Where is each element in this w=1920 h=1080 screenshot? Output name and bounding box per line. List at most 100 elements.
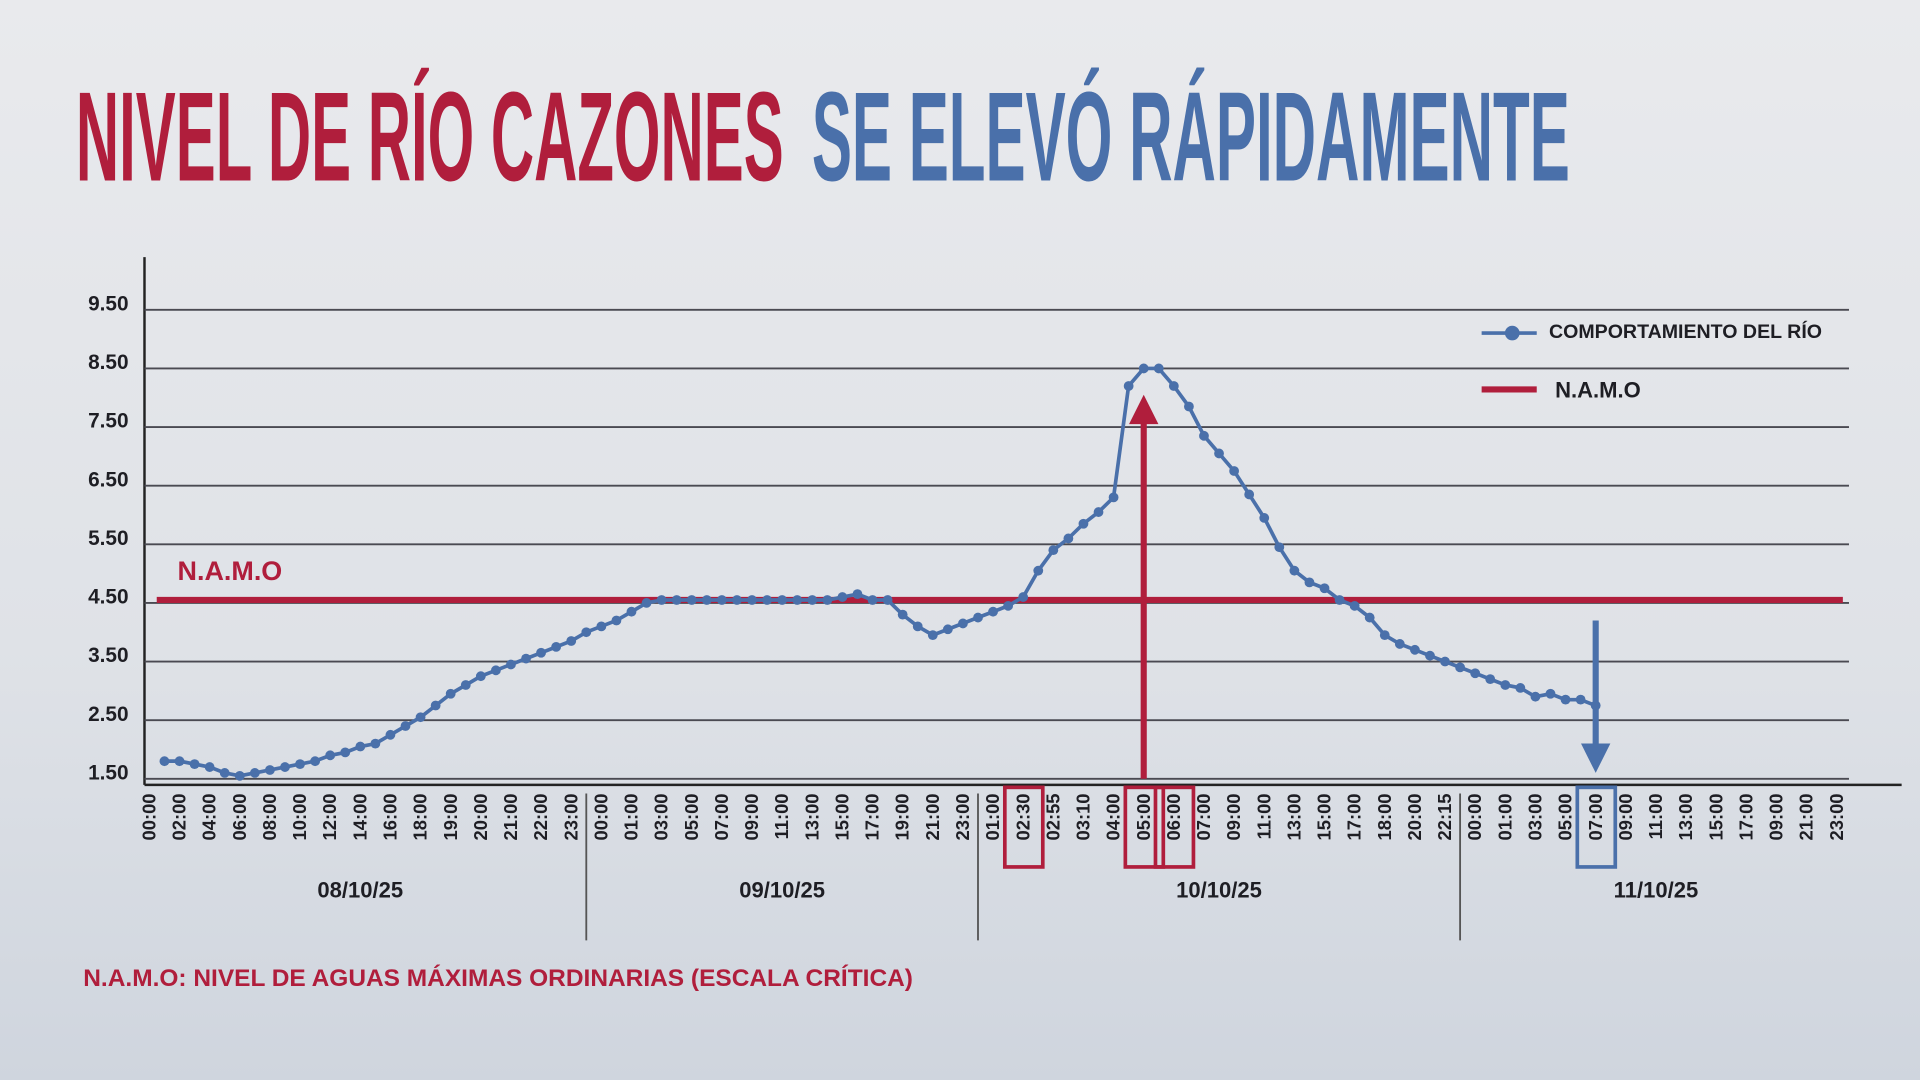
data-point — [1108, 492, 1119, 503]
x-tick-label: 09:00 — [1223, 793, 1244, 840]
data-point — [581, 627, 592, 638]
data-point — [596, 621, 607, 632]
x-tick-label: 22:00 — [530, 793, 551, 840]
data-point — [1153, 363, 1164, 374]
data-point — [1485, 674, 1496, 685]
data-point — [988, 606, 998, 617]
data-point — [566, 636, 577, 646]
x-tick-label: 11:00 — [771, 793, 792, 839]
data-point — [400, 721, 411, 731]
y-tick-label: 5.50 — [88, 527, 128, 550]
data-point — [521, 653, 531, 664]
x-tick-label: 11:00 — [1253, 793, 1274, 839]
data-point — [325, 750, 336, 761]
data-point — [159, 756, 170, 767]
data-point — [762, 595, 772, 605]
data-point — [656, 595, 667, 605]
x-tick-label: 20:00 — [470, 793, 491, 840]
x-tick-label: 03:00 — [1524, 793, 1545, 840]
x-tick-label: 21:00 — [922, 793, 943, 840]
x-tick-label: 00:00 — [138, 793, 159, 840]
x-tick-label: 06:00 — [229, 793, 250, 840]
x-tick-label: 12:00 — [319, 793, 340, 840]
y-tick-label: 2.50 — [88, 703, 128, 726]
data-point — [1545, 688, 1556, 699]
data-point — [716, 595, 727, 605]
y-tick-label: 7.50 — [88, 410, 128, 433]
data-point — [1018, 592, 1029, 602]
data-point — [249, 768, 260, 778]
data-point — [641, 598, 652, 608]
data-point — [1304, 577, 1315, 588]
x-tick-label: 15:00 — [1314, 793, 1335, 840]
data-point — [942, 624, 953, 635]
data-point — [265, 765, 275, 775]
data-point — [1078, 518, 1089, 529]
data-point — [882, 595, 893, 605]
x-tick-label: 14:00 — [349, 793, 370, 840]
x-tick-label: 09:00 — [1766, 793, 1787, 840]
data-point — [370, 738, 381, 749]
data-point — [1003, 600, 1014, 611]
x-tick-label: 07:00 — [1585, 793, 1606, 840]
chart-title: NIVEL DE RÍO CAZONES — [76, 66, 784, 208]
data-point — [1440, 656, 1450, 667]
x-tick-label: 08:00 — [259, 793, 280, 840]
x-group-label: 10/10/25 — [1176, 877, 1262, 902]
data-point — [611, 615, 622, 626]
legend-label: COMPORTAMIENTO DEL RÍO — [1549, 320, 1822, 343]
data-point — [1214, 448, 1224, 459]
x-group-label: 08/10/25 — [317, 877, 403, 902]
data-point — [355, 741, 366, 752]
data-point — [1410, 644, 1420, 655]
x-tick-label: 04:00 — [199, 793, 220, 840]
data-point — [536, 647, 546, 658]
data-point — [807, 595, 818, 605]
data-point — [1530, 691, 1541, 702]
x-tick-label: 00:00 — [590, 793, 611, 840]
x-tick-label: 04:00 — [1103, 793, 1124, 840]
x-group-label: 09/10/25 — [739, 877, 825, 902]
data-point — [1138, 363, 1149, 374]
data-point — [310, 756, 321, 767]
x-tick-label: 07:00 — [1193, 793, 1214, 840]
x-tick-label: 01:00 — [1494, 793, 1515, 840]
data-point — [1123, 381, 1134, 391]
data-point — [174, 756, 185, 767]
data-point — [295, 759, 305, 770]
data-point — [385, 729, 396, 740]
x-tick-label: 21:00 — [500, 793, 521, 840]
highlight-box — [1002, 785, 1045, 869]
x-tick-label: 05:00 — [1133, 793, 1154, 840]
data-point — [822, 595, 833, 605]
x-tick-label: 13:00 — [801, 793, 822, 840]
data-point — [1199, 430, 1209, 441]
x-tick-label: 17:00 — [1735, 793, 1756, 840]
x-tick-label: 18:00 — [410, 793, 431, 840]
data-point — [1590, 700, 1601, 711]
x-tick-label: 05:00 — [681, 793, 702, 840]
data-point — [189, 759, 200, 770]
data-point — [867, 595, 878, 605]
data-point — [1093, 507, 1104, 517]
data-point — [1455, 662, 1465, 673]
y-tick-label: 9.50 — [88, 292, 128, 315]
x-tick-label: 17:00 — [862, 793, 883, 840]
data-point — [506, 659, 516, 670]
data-point — [1063, 533, 1074, 544]
data-point — [475, 671, 486, 682]
data-point — [852, 589, 863, 600]
x-tick-label: 02:30 — [1012, 793, 1033, 840]
data-point — [701, 595, 712, 605]
x-tick-label: 07:00 — [711, 793, 732, 840]
data-point — [280, 762, 290, 772]
y-tick-label: 3.50 — [88, 644, 128, 667]
data-point — [1289, 565, 1300, 576]
chart-subtitle: SE ELEVÓ RÁPIDAMENTE — [812, 66, 1570, 208]
x-tick-label: 22:15 — [1434, 793, 1455, 840]
x-tick-label: 03:00 — [651, 793, 672, 840]
x-tick-label: 06:00 — [1163, 793, 1184, 840]
x-tick-label: 01:00 — [621, 793, 642, 840]
